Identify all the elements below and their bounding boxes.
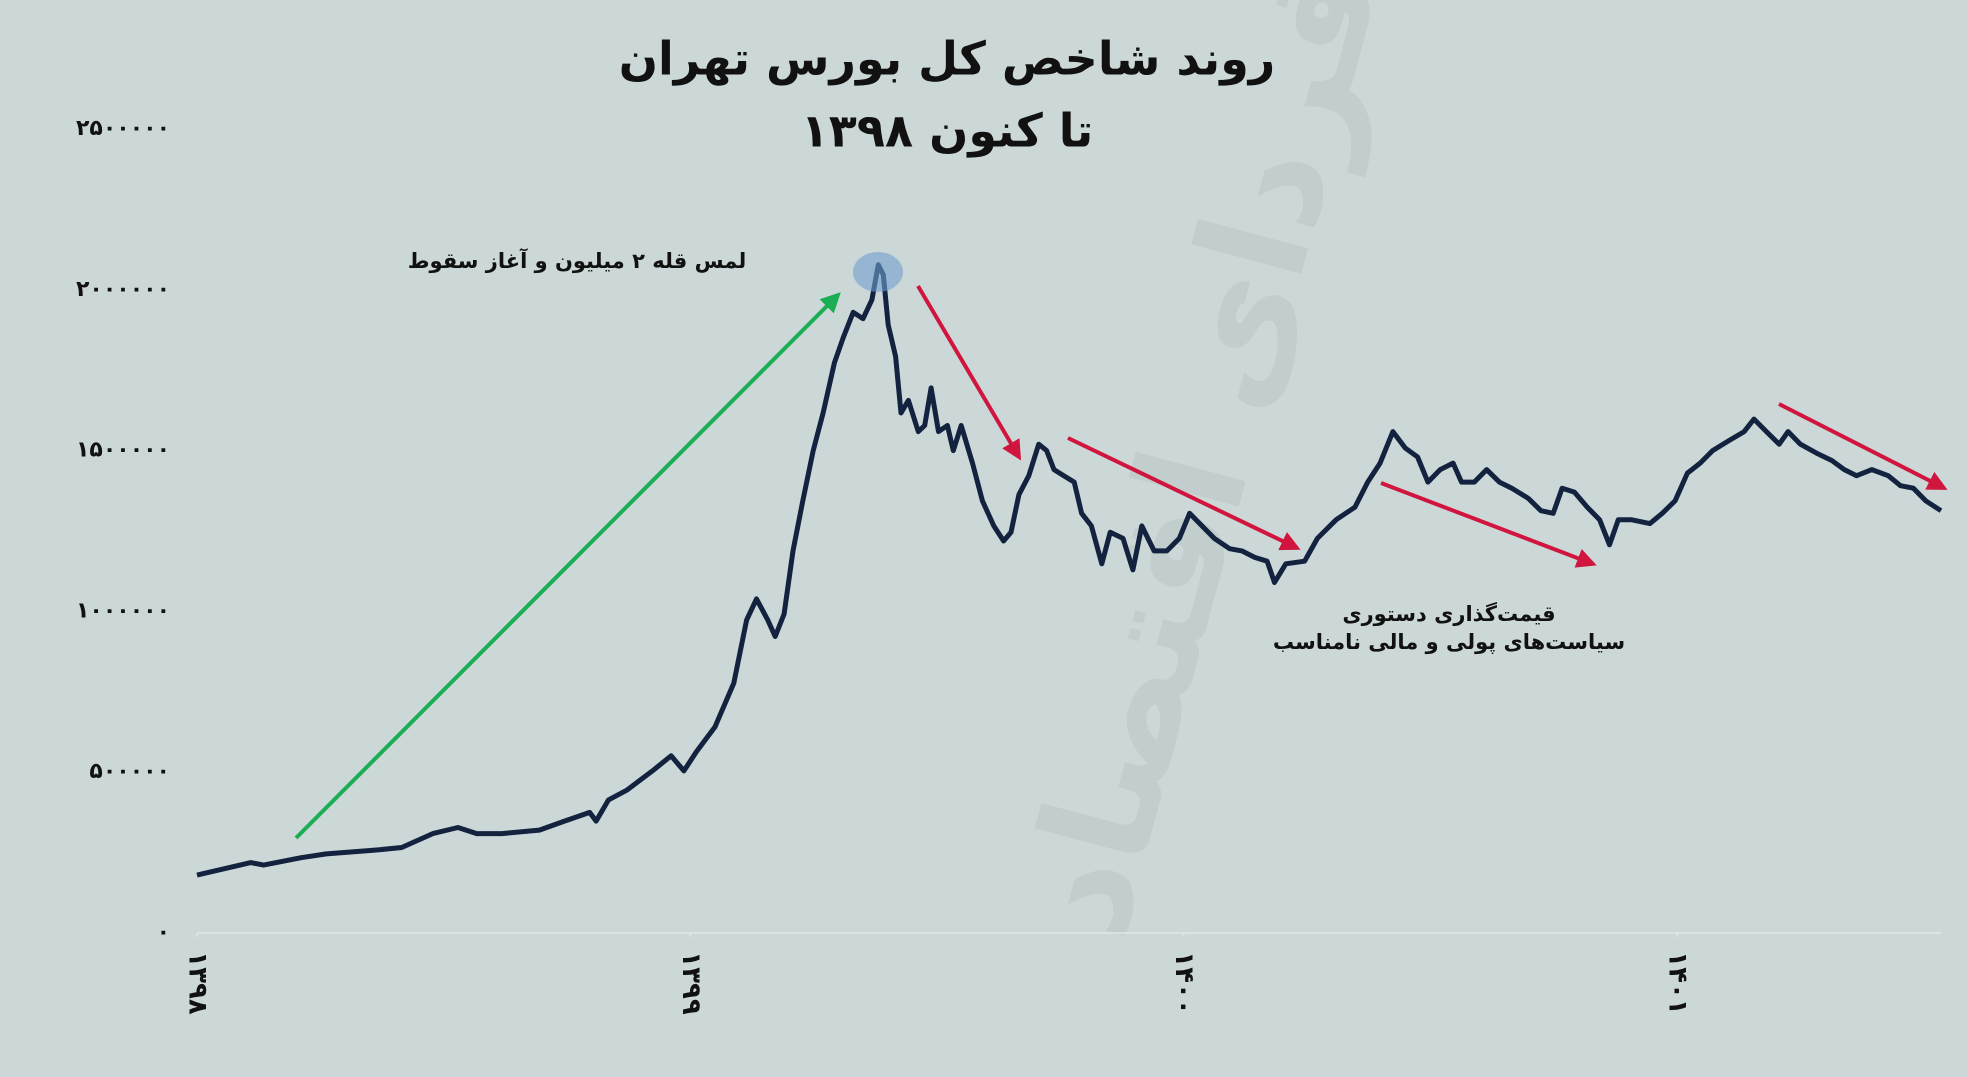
annotation: سیاست‌های پولی و مالی نامناسب (1273, 630, 1625, 654)
fall-arrow (1067, 436, 1301, 551)
y-tick-label: ۲۰۰۰۰۰۰ (76, 277, 170, 302)
fall-arrow (916, 284, 1022, 461)
peak-highlight (853, 252, 903, 292)
y-tick-label: ۱۵۰۰۰۰۰ (76, 438, 170, 463)
fall-arrow (1778, 402, 1948, 490)
y-tick-label: ۵۰۰۰۰۰ (89, 759, 170, 784)
x-tick-label: ۱۳۹۹ (676, 951, 706, 1015)
chart-subtitle: ۱۳۹۸ تا کنون (801, 104, 1094, 158)
y-tick-label: ۰ (157, 920, 170, 945)
y-tick-label: ۱۰۰۰۰۰۰ (76, 598, 170, 623)
index-line (196, 262, 1943, 878)
chart-title: روند شاخص کل بورس تهران (619, 32, 1276, 86)
fall-arrow (1380, 481, 1597, 568)
annotation: قیمت‌گذاری دستوری (1342, 601, 1555, 626)
x-tick-label: ۱۳۹۸ (183, 951, 213, 1015)
rise-arrow (294, 292, 841, 840)
y-tick-label: ۲۵۰۰۰۰۰ (76, 116, 170, 141)
x-tick-label: ۱۴۰۱ (1663, 951, 1693, 1014)
annotation: لمس قله ۲ میلیون و آغاز سقوط (408, 248, 747, 273)
x-tick-label: ۱۴۰۰ (1169, 951, 1199, 1014)
